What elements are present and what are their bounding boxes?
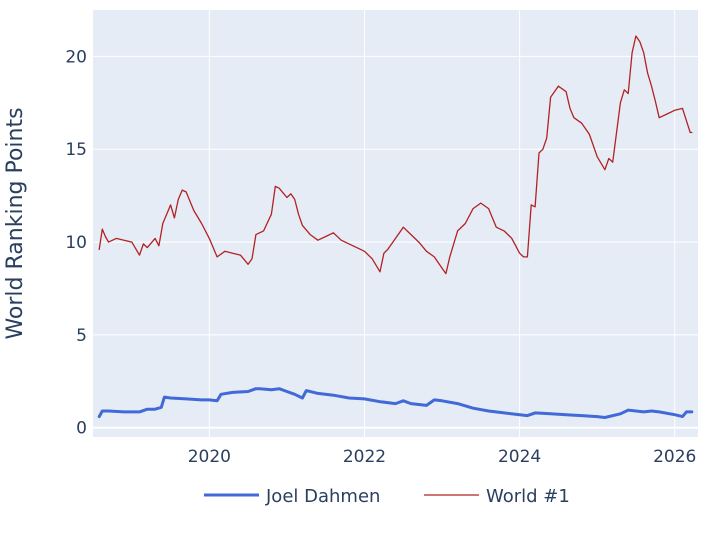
series-line-world-1 xyxy=(98,35,693,275)
legend-label: World #1 xyxy=(486,486,570,507)
legend[interactable]: Joel Dahmen World #1 xyxy=(204,486,570,507)
x-tick-label: 2022 xyxy=(343,447,386,467)
plot-area xyxy=(93,10,698,437)
y-axis-title: World Ranking Points xyxy=(3,107,28,339)
grid-lines xyxy=(93,10,698,437)
x-tick-label: 2024 xyxy=(498,447,541,467)
y-tick-label: 15 xyxy=(65,140,87,160)
y-tick-label: 20 xyxy=(65,47,87,67)
x-tick-label: 2026 xyxy=(653,447,696,467)
x-tick-label: 2020 xyxy=(188,447,231,467)
series-line-joel-dahmen xyxy=(97,387,694,419)
legend-item-joel-dahmen[interactable]: Joel Dahmen xyxy=(204,486,380,507)
legend-label: Joel Dahmen xyxy=(265,486,380,507)
legend-item-world-1[interactable]: World #1 xyxy=(424,486,570,507)
y-tick-label: 5 xyxy=(76,326,87,346)
y-tick-label: 0 xyxy=(76,419,87,439)
y-tick-label: 10 xyxy=(65,233,87,253)
series-lines xyxy=(97,35,694,419)
